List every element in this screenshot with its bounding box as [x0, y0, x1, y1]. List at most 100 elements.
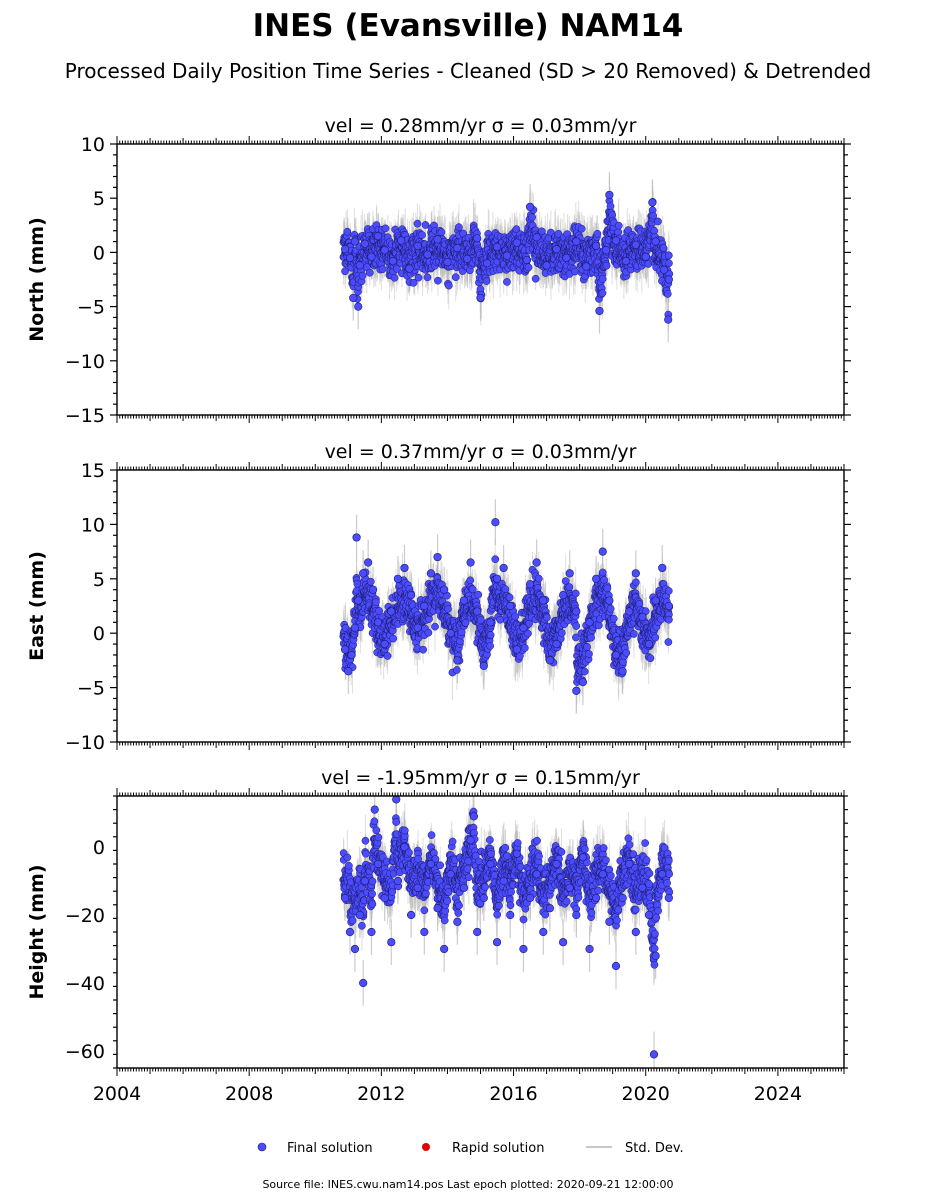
data-point [660, 266, 668, 274]
data-point [346, 254, 354, 262]
ytick-label-height: −40 [65, 973, 105, 995]
data-point [625, 860, 633, 868]
data-point [381, 246, 389, 254]
data-point [599, 548, 607, 556]
ytick-label-north: 5 [93, 188, 105, 210]
xtick-label: 2008 [225, 1083, 273, 1105]
data-point [606, 918, 614, 926]
xtick-label: 2020 [622, 1083, 670, 1105]
data-point [345, 667, 353, 675]
data-point [480, 894, 488, 902]
data-point [361, 240, 369, 248]
data-point [520, 945, 528, 953]
data-point [652, 597, 660, 605]
data-point [354, 303, 362, 311]
data-point [371, 806, 379, 814]
data-point [341, 245, 349, 253]
data-point [351, 945, 359, 953]
data-point [473, 928, 481, 936]
data-point [364, 559, 372, 567]
data-point [354, 597, 362, 605]
data-point [356, 262, 364, 270]
data-point [586, 619, 594, 627]
data-point [401, 843, 409, 851]
data-point [566, 884, 574, 892]
ytick-label-height: −60 [65, 1041, 105, 1063]
data-point [440, 586, 448, 594]
ytick-label-east: 5 [93, 569, 105, 591]
data-point [361, 877, 369, 885]
data-point [467, 559, 475, 567]
data-point [520, 624, 528, 632]
data-point [427, 860, 435, 868]
errorbars-height [343, 777, 669, 1078]
data-point [602, 246, 610, 254]
data-point [454, 244, 462, 252]
data-point [665, 894, 673, 902]
data-point [592, 894, 600, 902]
ytick-label-east: 15 [81, 460, 105, 482]
data-point [573, 238, 581, 246]
data-point [427, 570, 435, 578]
ytick-label-height: −20 [65, 905, 105, 927]
data-point [407, 591, 415, 599]
subplot-title-east: vel = 0.37mm/yr σ = 0.03mm/yr [325, 441, 637, 463]
xtick-label: 2024 [754, 1083, 802, 1105]
data-point [394, 877, 402, 885]
data-point [434, 553, 442, 561]
plot-area-height [340, 777, 673, 1078]
data-point [467, 836, 475, 844]
data-point [421, 602, 429, 610]
data-point [632, 928, 640, 936]
ytick-label-north: −5 [77, 297, 105, 319]
data-point [632, 241, 640, 249]
data-point [599, 870, 607, 878]
ylabel-north: North (mm) [26, 217, 48, 342]
data-point [374, 619, 382, 627]
ytick-label-height: 0 [93, 837, 105, 859]
data-point [440, 945, 448, 953]
data-point [470, 813, 478, 821]
data-point [351, 238, 359, 246]
data-point [642, 253, 650, 261]
data-point [573, 911, 581, 919]
data-point [460, 884, 468, 892]
data-point [513, 850, 521, 858]
data-point [553, 640, 561, 648]
data-point [346, 928, 354, 936]
data-point [606, 191, 614, 199]
legend-rapid-marker [422, 1143, 430, 1151]
data-point [348, 651, 356, 659]
ytick-label-east: 10 [81, 514, 105, 536]
data-point [368, 928, 376, 936]
xtick-label: 2012 [357, 1083, 405, 1105]
data-point [463, 255, 471, 263]
data-point [374, 860, 382, 868]
data-point [513, 239, 521, 247]
data-point [368, 253, 376, 261]
data-point [526, 203, 534, 211]
data-point [625, 608, 633, 616]
data-point [523, 256, 531, 264]
plot-area-north [340, 172, 673, 342]
data-point [566, 570, 574, 578]
data-point [606, 597, 614, 605]
ylabel-east: East (mm) [26, 551, 48, 661]
data-point [506, 602, 514, 610]
xtick-label: 2004 [93, 1083, 141, 1105]
data-point [493, 575, 501, 583]
data-point [359, 979, 367, 987]
data-point [434, 904, 442, 912]
data-point [397, 237, 405, 245]
data-point [387, 938, 395, 946]
data-point [652, 952, 660, 960]
ylabel-height: Height (mm) [26, 864, 48, 999]
data-point [652, 238, 660, 246]
data-point [579, 678, 587, 686]
data-point [658, 870, 666, 878]
data-point [381, 894, 389, 902]
